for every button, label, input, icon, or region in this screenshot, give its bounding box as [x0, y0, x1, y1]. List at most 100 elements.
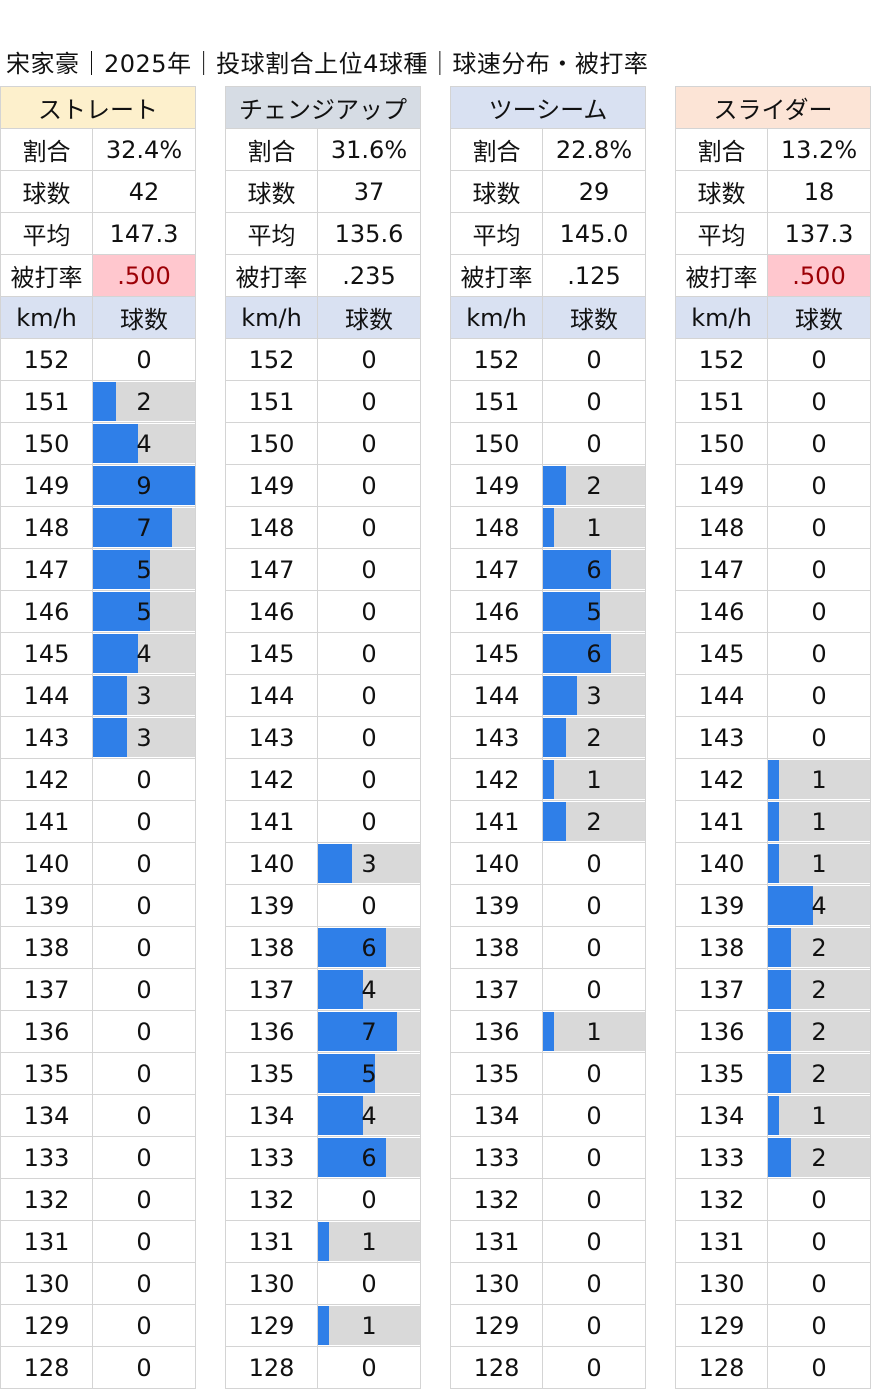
pitch-name: ストレート	[0, 86, 196, 129]
count-value: 0	[811, 387, 827, 416]
pitch-table: ツーシーム 割合 22.8% 球数 29 平均 145.0 被打率 .125 km/h 球数 152 0…	[450, 86, 646, 1389]
distribution-row: 149 0	[675, 464, 871, 507]
count-value: 2	[136, 387, 152, 416]
stat-value: 32.4%	[92, 128, 196, 171]
count-bar-background	[318, 1306, 420, 1345]
distribution-row: 136 7	[225, 1010, 421, 1053]
count-value: 0	[136, 1311, 152, 1340]
speed-cell: 128	[450, 1346, 543, 1389]
count-cell: 2	[92, 380, 196, 423]
stat-row-avg: 平均 147.3	[0, 212, 196, 255]
distribution-row: 138 0	[450, 926, 646, 969]
count-value: 5	[136, 555, 152, 584]
count-cell: 0	[92, 800, 196, 843]
speed-cell: 144	[0, 674, 93, 717]
distribution-row: 139 0	[450, 884, 646, 927]
distribution-row: 143 3	[0, 716, 196, 759]
count-value: 4	[361, 1101, 377, 1130]
count-cell: 0	[317, 1346, 421, 1389]
count-value: 0	[586, 975, 602, 1004]
count-bar-background	[768, 844, 870, 883]
distribution-row: 132 0	[450, 1178, 646, 1221]
speed-cell: 129	[675, 1304, 768, 1347]
speed-cell: 132	[225, 1178, 318, 1221]
count-cell: 1	[317, 1220, 421, 1263]
speed-cell: 129	[0, 1304, 93, 1347]
count-bar	[768, 1138, 791, 1177]
count-cell: 0	[317, 506, 421, 549]
count-cell: 0	[542, 1304, 646, 1347]
stat-label: 被打率	[225, 254, 318, 297]
count-value: 0	[811, 1269, 827, 1298]
count-value: 1	[811, 1101, 827, 1130]
speed-cell: 134	[0, 1094, 93, 1137]
count-bar	[768, 928, 791, 967]
distribution-row: 129 0	[0, 1304, 196, 1347]
speed-cell: 136	[225, 1010, 318, 1053]
count-cell: 0	[766, 464, 871, 507]
count-cell: 0	[766, 632, 871, 675]
count-value: 1	[811, 807, 827, 836]
count-cell: 0	[317, 800, 421, 843]
distribution-row: 132 0	[225, 1178, 421, 1221]
pitch-name: ツーシーム	[450, 86, 646, 129]
count-value: 2	[811, 1059, 827, 1088]
speed-cell: 152	[675, 338, 768, 381]
stat-label: 球数	[450, 170, 543, 213]
count-cell: 0	[317, 548, 421, 591]
count-cell: 0	[766, 590, 871, 633]
count-cell: 3	[317, 842, 421, 885]
speed-cell: 131	[675, 1220, 768, 1263]
distribution-row: 135 2	[675, 1052, 871, 1095]
stat-row-baa: 被打率 .500	[675, 254, 871, 297]
count-value: 0	[586, 1227, 602, 1256]
count-bar	[93, 424, 139, 463]
column-header-row: km/h 球数	[225, 296, 421, 339]
distribution-row: 133 0	[0, 1136, 196, 1179]
distribution-row: 145 0	[225, 632, 421, 675]
count-cell: 1	[766, 758, 871, 801]
speed-cell: 131	[0, 1220, 93, 1263]
count-value: 0	[136, 1101, 152, 1130]
speed-cell: 129	[450, 1304, 543, 1347]
count-cell: 2	[542, 464, 646, 507]
speed-cell: 135	[675, 1052, 768, 1095]
speed-cell: 137	[675, 968, 768, 1011]
speed-cell: 133	[675, 1136, 768, 1179]
pitch-panel-two-seam: ツーシーム 割合 22.8% 球数 29 平均 145.0 被打率 .125 km/h 球数 152 0…	[450, 86, 646, 1389]
speed-cell: 141	[450, 800, 543, 843]
speed-cell: 131	[450, 1220, 543, 1263]
count-cell: 6	[317, 926, 421, 969]
count-cell: 0	[92, 1178, 196, 1221]
distribution-row: 129 0	[450, 1304, 646, 1347]
distribution-row: 137 0	[0, 968, 196, 1011]
count-value: 0	[136, 849, 152, 878]
pitch-table: チェンジアップ 割合 31.6% 球数 37 平均 135.6 被打率 .235 km/h 球数 15…	[225, 86, 421, 1389]
speed-cell: 131	[225, 1220, 318, 1263]
count-value: 0	[361, 345, 377, 374]
distribution-row: 147 0	[225, 548, 421, 591]
distribution-row: 149 9	[0, 464, 196, 507]
count-bar	[768, 802, 780, 841]
count-value: 0	[136, 1269, 152, 1298]
speed-cell: 132	[450, 1178, 543, 1221]
distribution-row: 128 0	[225, 1346, 421, 1389]
distribution-row: 141 0	[0, 800, 196, 843]
count-bar-background	[768, 802, 870, 841]
stat-row-ratio: 割合 22.8%	[450, 128, 646, 171]
speed-cell: 150	[675, 422, 768, 465]
speed-cell: 145	[225, 632, 318, 675]
count-cell: 0	[542, 884, 646, 927]
speed-cell: 136	[450, 1010, 543, 1053]
count-value: 2	[811, 1017, 827, 1046]
distribution-row: 149 2	[450, 464, 646, 507]
count-cell: 1	[542, 506, 646, 549]
speed-cell: 128	[225, 1346, 318, 1389]
count-value: 0	[136, 345, 152, 374]
count-cell: 0	[92, 1094, 196, 1137]
count-cell: 0	[317, 1262, 421, 1305]
distribution-row: 145 0	[675, 632, 871, 675]
count-value: 0	[811, 471, 827, 500]
speed-cell: 151	[675, 380, 768, 423]
count-bar	[543, 508, 555, 547]
